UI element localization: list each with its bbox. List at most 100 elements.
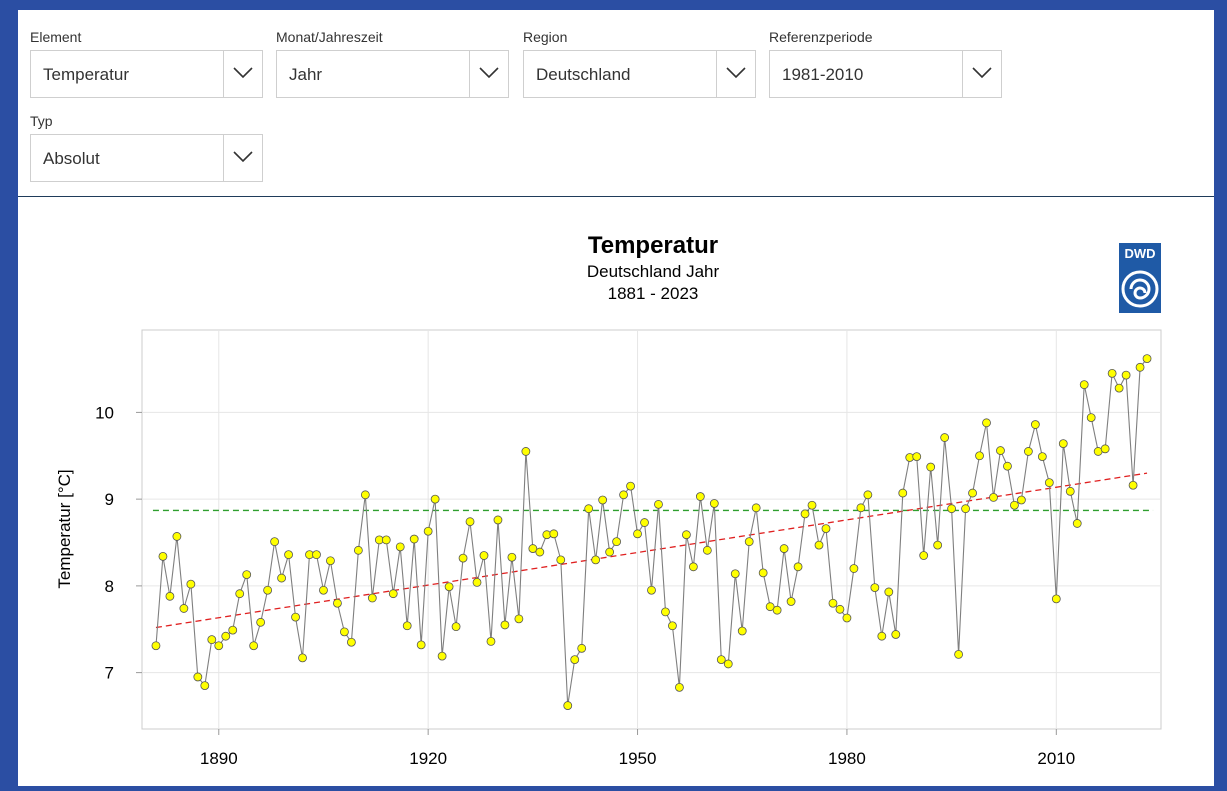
type-label: Typ <box>30 113 53 129</box>
data-point <box>1128 480 1138 490</box>
data-point <box>933 540 943 550</box>
data-point <box>1010 500 1019 510</box>
data-point <box>193 672 203 682</box>
chart-title: Temperatur <box>588 232 718 259</box>
data-point <box>507 552 517 562</box>
data-point <box>877 631 887 641</box>
chart-subtitle: Deutschland Jahr <box>587 262 720 281</box>
month-season-dropdown-button[interactable] <box>469 51 508 97</box>
region-select[interactable]: Deutschland <box>523 50 756 98</box>
data-point <box>626 481 635 491</box>
data-point <box>221 631 231 641</box>
filter-bar: Element Temperatur Monat/Jahreszeit Jahr… <box>18 10 1214 197</box>
data-point <box>270 537 280 547</box>
data-point <box>1079 380 1089 390</box>
data-point <box>863 490 873 500</box>
element-dropdown-button[interactable] <box>223 51 262 97</box>
data-point <box>709 499 719 508</box>
data-point <box>1121 370 1131 380</box>
data-point <box>409 534 419 544</box>
month-season-field: Monat/Jahreszeit Jahr <box>276 29 509 98</box>
data-point <box>416 640 426 650</box>
data-point <box>570 655 580 665</box>
data-point <box>940 433 950 442</box>
data-point <box>681 530 691 540</box>
element-select[interactable]: Temperatur <box>30 50 263 98</box>
data-point <box>828 598 838 608</box>
data-point <box>591 555 601 565</box>
data-point <box>430 494 440 504</box>
type-select[interactable]: Absolut <box>30 134 263 182</box>
data-point <box>989 493 998 502</box>
trend-line-layer <box>155 472 1148 629</box>
y-tick-label: 7 <box>105 664 114 683</box>
data-point <box>716 655 726 665</box>
data-point <box>388 589 398 599</box>
data-point <box>842 613 852 623</box>
data-point <box>367 593 377 603</box>
data-point <box>661 607 670 617</box>
data-point <box>968 488 977 498</box>
x-tick-label: 1950 <box>619 749 657 768</box>
data-point <box>381 535 391 545</box>
chevron-down-icon <box>726 67 746 79</box>
data-point <box>912 452 922 462</box>
data-point <box>821 524 831 534</box>
data-point <box>472 578 482 587</box>
element-field: Element Temperatur <box>30 29 263 98</box>
data-point <box>584 504 594 514</box>
data-point <box>835 604 845 614</box>
spiral-icon <box>1121 270 1159 308</box>
data-point <box>947 504 957 514</box>
y-tick-label: 9 <box>105 490 114 509</box>
data-point <box>444 582 454 592</box>
type-dropdown-button[interactable] <box>223 135 262 181</box>
data-point <box>919 551 929 560</box>
data-point <box>793 562 803 572</box>
chevron-down-icon <box>972 67 992 79</box>
region-dropdown-button[interactable] <box>716 51 755 97</box>
trend-line <box>155 472 1148 629</box>
data-point <box>577 643 587 653</box>
data-point <box>633 529 642 539</box>
y-tick-label: 10 <box>95 403 114 422</box>
data-point <box>668 621 677 631</box>
x-tick-label: 1980 <box>828 749 866 768</box>
data-point <box>249 641 259 651</box>
data-point <box>486 636 496 646</box>
data-point <box>926 462 936 472</box>
data-point <box>360 490 370 500</box>
data-point <box>528 544 538 553</box>
data-point <box>786 597 796 606</box>
data-point <box>235 589 245 599</box>
data-point <box>605 547 615 557</box>
temperature-chart: Temperatur Deutschland Jahr 1881 - 2023 … <box>55 232 1162 768</box>
data-point <box>723 659 733 669</box>
data-point <box>200 681 210 691</box>
data-point <box>737 626 747 636</box>
data-point <box>647 585 656 595</box>
data-point <box>395 542 405 552</box>
data-point <box>856 503 866 513</box>
data-point <box>312 550 321 560</box>
data-point <box>675 682 684 692</box>
axis-labels: 1890 1920 1950 1980 2010 7 8 9 10 <box>95 403 1075 768</box>
region-value: Deutschland <box>536 65 631 84</box>
data-point <box>996 446 1005 455</box>
data-point <box>340 627 349 637</box>
data-point <box>1003 461 1012 471</box>
data-point <box>179 604 189 613</box>
data-point <box>263 585 273 595</box>
content-panel: Element Temperatur Monat/Jahreszeit Jahr… <box>18 10 1214 786</box>
month-season-select[interactable]: Jahr <box>276 50 509 98</box>
reference-period-dropdown-button[interactable] <box>962 51 1001 97</box>
data-point <box>1017 495 1026 505</box>
data-point <box>849 564 859 573</box>
data-point <box>256 617 266 627</box>
y-tick-label: 8 <box>105 577 114 596</box>
data-point <box>898 488 908 498</box>
reference-period-select[interactable]: 1981-2010 <box>769 50 1002 98</box>
data-point <box>688 562 698 572</box>
data-point <box>1072 519 1082 528</box>
data-point <box>1044 478 1054 488</box>
